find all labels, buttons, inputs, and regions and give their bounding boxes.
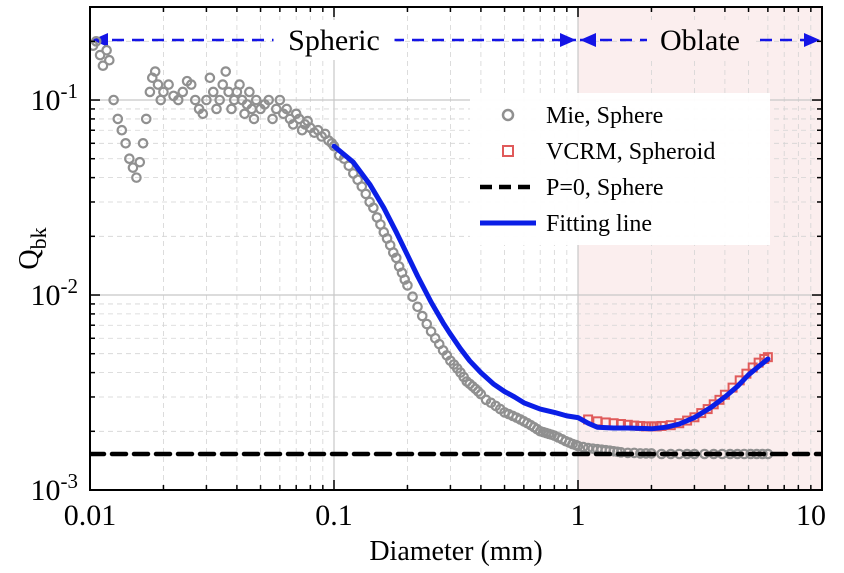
- mie-sphere-point: [223, 86, 234, 98]
- mie-sphere-point: [267, 113, 278, 125]
- mie-sphere-point: [108, 94, 119, 106]
- mie-sphere-point: [239, 108, 250, 120]
- mie-sphere-point: [204, 72, 216, 84]
- y-tick-exponent: -1: [61, 79, 79, 103]
- mie-sphere-point: [248, 113, 260, 125]
- region-arrows: Spheric Oblate: [92, 20, 820, 60]
- mie-sphere-point: [124, 153, 135, 165]
- plot-frame: [89, 6, 823, 491]
- mie-sphere-point: [144, 86, 156, 98]
- x-axis-title: Diameter (mm): [369, 536, 542, 567]
- legend-bg: [470, 93, 770, 245]
- y-tick-base: 10: [31, 84, 61, 117]
- mie-sphere-point: [177, 86, 189, 98]
- mie-sphere-point: [407, 291, 418, 303]
- mie-sphere-point: [152, 79, 164, 90]
- mie-sphere-point: [149, 66, 161, 77]
- mie-sphere-point: [217, 79, 229, 90]
- region-arrowhead-left-icon: [580, 33, 596, 47]
- ticks: [89, 7, 822, 491]
- mie-sphere-point: [137, 137, 149, 149]
- x-tick-label: 0.01: [64, 499, 117, 532]
- x-tick-label: 0.1: [315, 499, 353, 532]
- mie-sphere-point: [572, 440, 584, 452]
- region-label-oblate: Oblate: [660, 24, 740, 57]
- mie-sphere-point: [104, 54, 115, 66]
- series-fitting-line: [331, 143, 771, 432]
- mie-sphere-point: [470, 383, 481, 395]
- mie-sphere-point: [287, 119, 299, 130]
- legend-mie-sphere-symbol: [501, 108, 515, 122]
- mie-sphere-point: [140, 113, 152, 125]
- mie-sphere-point: [101, 44, 112, 56]
- region-label-spheric: Spheric: [288, 24, 380, 57]
- mie-sphere-point: [211, 103, 222, 115]
- legend-mie-sphere-label: Mie, Sphere: [546, 103, 663, 129]
- mie-sphere-point: [402, 280, 413, 291]
- mie-sphere-point: [475, 388, 487, 400]
- mie-sphere-point: [120, 137, 131, 149]
- mie-sphere-point: [281, 103, 293, 115]
- mie-sphere-point: [127, 162, 139, 173]
- legend-vcrm-spheroid-symbol: [502, 145, 514, 157]
- mie-sphere-point: [270, 103, 282, 115]
- legend-fitting-line-label: Fitting line: [546, 211, 652, 237]
- x-tick-label: 1: [571, 499, 586, 532]
- mie-sphere-point: [577, 441, 589, 453]
- mie-sphere-point: [158, 86, 169, 98]
- region-label-bg: [647, 20, 753, 60]
- mie-sphere-point: [399, 274, 411, 285]
- mie-sphere-point: [112, 113, 124, 125]
- region-arrowhead-right-icon: [560, 33, 576, 47]
- y-tick-exponent: -3: [61, 469, 79, 493]
- mie-sphere-point: [97, 60, 109, 71]
- y-tick-label: 10-1: [31, 79, 79, 117]
- mie-sphere-point: [201, 94, 212, 106]
- mie-sphere-point: [244, 86, 255, 98]
- mie-sphere-point: [412, 301, 423, 313]
- mie-sphere-point: [234, 79, 245, 90]
- legend: Mie, Sphere VCRM, Spheroid P=0, Sphere Fitt…: [470, 93, 770, 245]
- plot-area: [90, 36, 822, 460]
- mie-sphere-point: [416, 310, 428, 322]
- legend-p-0-sphere-label: P=0, Sphere: [546, 175, 664, 201]
- mie-sphere-point: [189, 94, 201, 106]
- mie-sphere-point: [163, 79, 174, 90]
- mie-sphere-point: [328, 140, 340, 152]
- y-axis-title-subscript: bk: [26, 227, 51, 249]
- y-tick-label: 10-2: [31, 274, 79, 312]
- mie-sphere-point: [421, 318, 433, 330]
- mie-sphere-point: [172, 94, 184, 106]
- mie-sphere-point: [226, 103, 237, 115]
- mie-sphere-point: [116, 124, 128, 136]
- mie-sphere-point: [263, 94, 275, 106]
- mie-sphere-point: [472, 386, 484, 397]
- mie-sphere-point: [368, 202, 379, 214]
- y-tick-base: 10: [31, 279, 61, 312]
- y-axis-title-main: Q: [14, 249, 45, 269]
- fitting-line: [331, 143, 771, 432]
- y-axis-title-group: Qbk: [14, 227, 51, 269]
- mie-sphere-point: [134, 156, 146, 168]
- legend-vcrm-spheroid-label: VCRM, Spheroid: [546, 139, 715, 165]
- y-axis-title: Qbk: [14, 227, 51, 269]
- y-tick-base: 10: [31, 474, 61, 507]
- mie-sphere-point: [274, 94, 286, 106]
- mie-sphere-point: [207, 86, 219, 98]
- mie-sphere-point: [360, 188, 372, 200]
- y-tick-exponent: -2: [61, 274, 79, 298]
- mie-sphere-point: [250, 94, 262, 106]
- y-tick-label: 10-3: [31, 469, 79, 507]
- mie-sphere-point: [214, 94, 225, 106]
- region-arrowhead-right-icon: [804, 33, 820, 47]
- region-label-bg: [273, 20, 395, 60]
- mie-sphere-point: [131, 172, 142, 183]
- mie-sphere-point: [197, 108, 209, 120]
- mie-sphere-point: [220, 66, 232, 77]
- x-tick-label: 10: [796, 499, 826, 532]
- mie-sphere-point: [185, 79, 197, 90]
- mie-sphere-point: [94, 49, 106, 61]
